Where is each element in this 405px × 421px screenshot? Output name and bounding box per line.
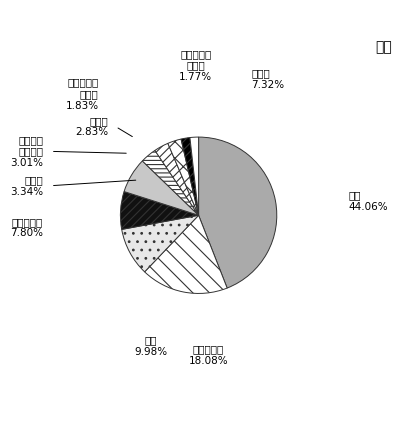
Wedge shape bbox=[168, 139, 198, 215]
Text: 市税
44.06%: 市税 44.06% bbox=[348, 190, 388, 212]
Text: 諸収入
3.34%: 諸収入 3.34% bbox=[10, 175, 43, 197]
Text: 繰入金
2.83%: 繰入金 2.83% bbox=[75, 116, 108, 137]
Wedge shape bbox=[155, 144, 198, 215]
Wedge shape bbox=[190, 137, 198, 215]
Text: 使用料及び
手数料
1.77%: 使用料及び 手数料 1.77% bbox=[179, 49, 212, 82]
Wedge shape bbox=[198, 137, 277, 288]
Text: 地方消費
税交付金
3.01%: 地方消費 税交付金 3.01% bbox=[10, 135, 43, 168]
Wedge shape bbox=[142, 150, 198, 215]
Wedge shape bbox=[181, 138, 198, 215]
Text: その他
7.32%: その他 7.32% bbox=[251, 68, 284, 90]
Wedge shape bbox=[124, 161, 198, 215]
Wedge shape bbox=[120, 192, 198, 229]
Text: 軽油引取税
交付金
1.83%: 軽油引取税 交付金 1.83% bbox=[65, 77, 98, 111]
Wedge shape bbox=[145, 215, 227, 293]
Text: 歳入: 歳入 bbox=[375, 40, 392, 54]
Text: 国県支出金
18.08%: 国県支出金 18.08% bbox=[188, 345, 228, 366]
Wedge shape bbox=[122, 215, 198, 272]
Text: 市債
9.98%: 市債 9.98% bbox=[134, 335, 168, 357]
Text: 地方交付税
7.80%: 地方交付税 7.80% bbox=[10, 217, 43, 238]
